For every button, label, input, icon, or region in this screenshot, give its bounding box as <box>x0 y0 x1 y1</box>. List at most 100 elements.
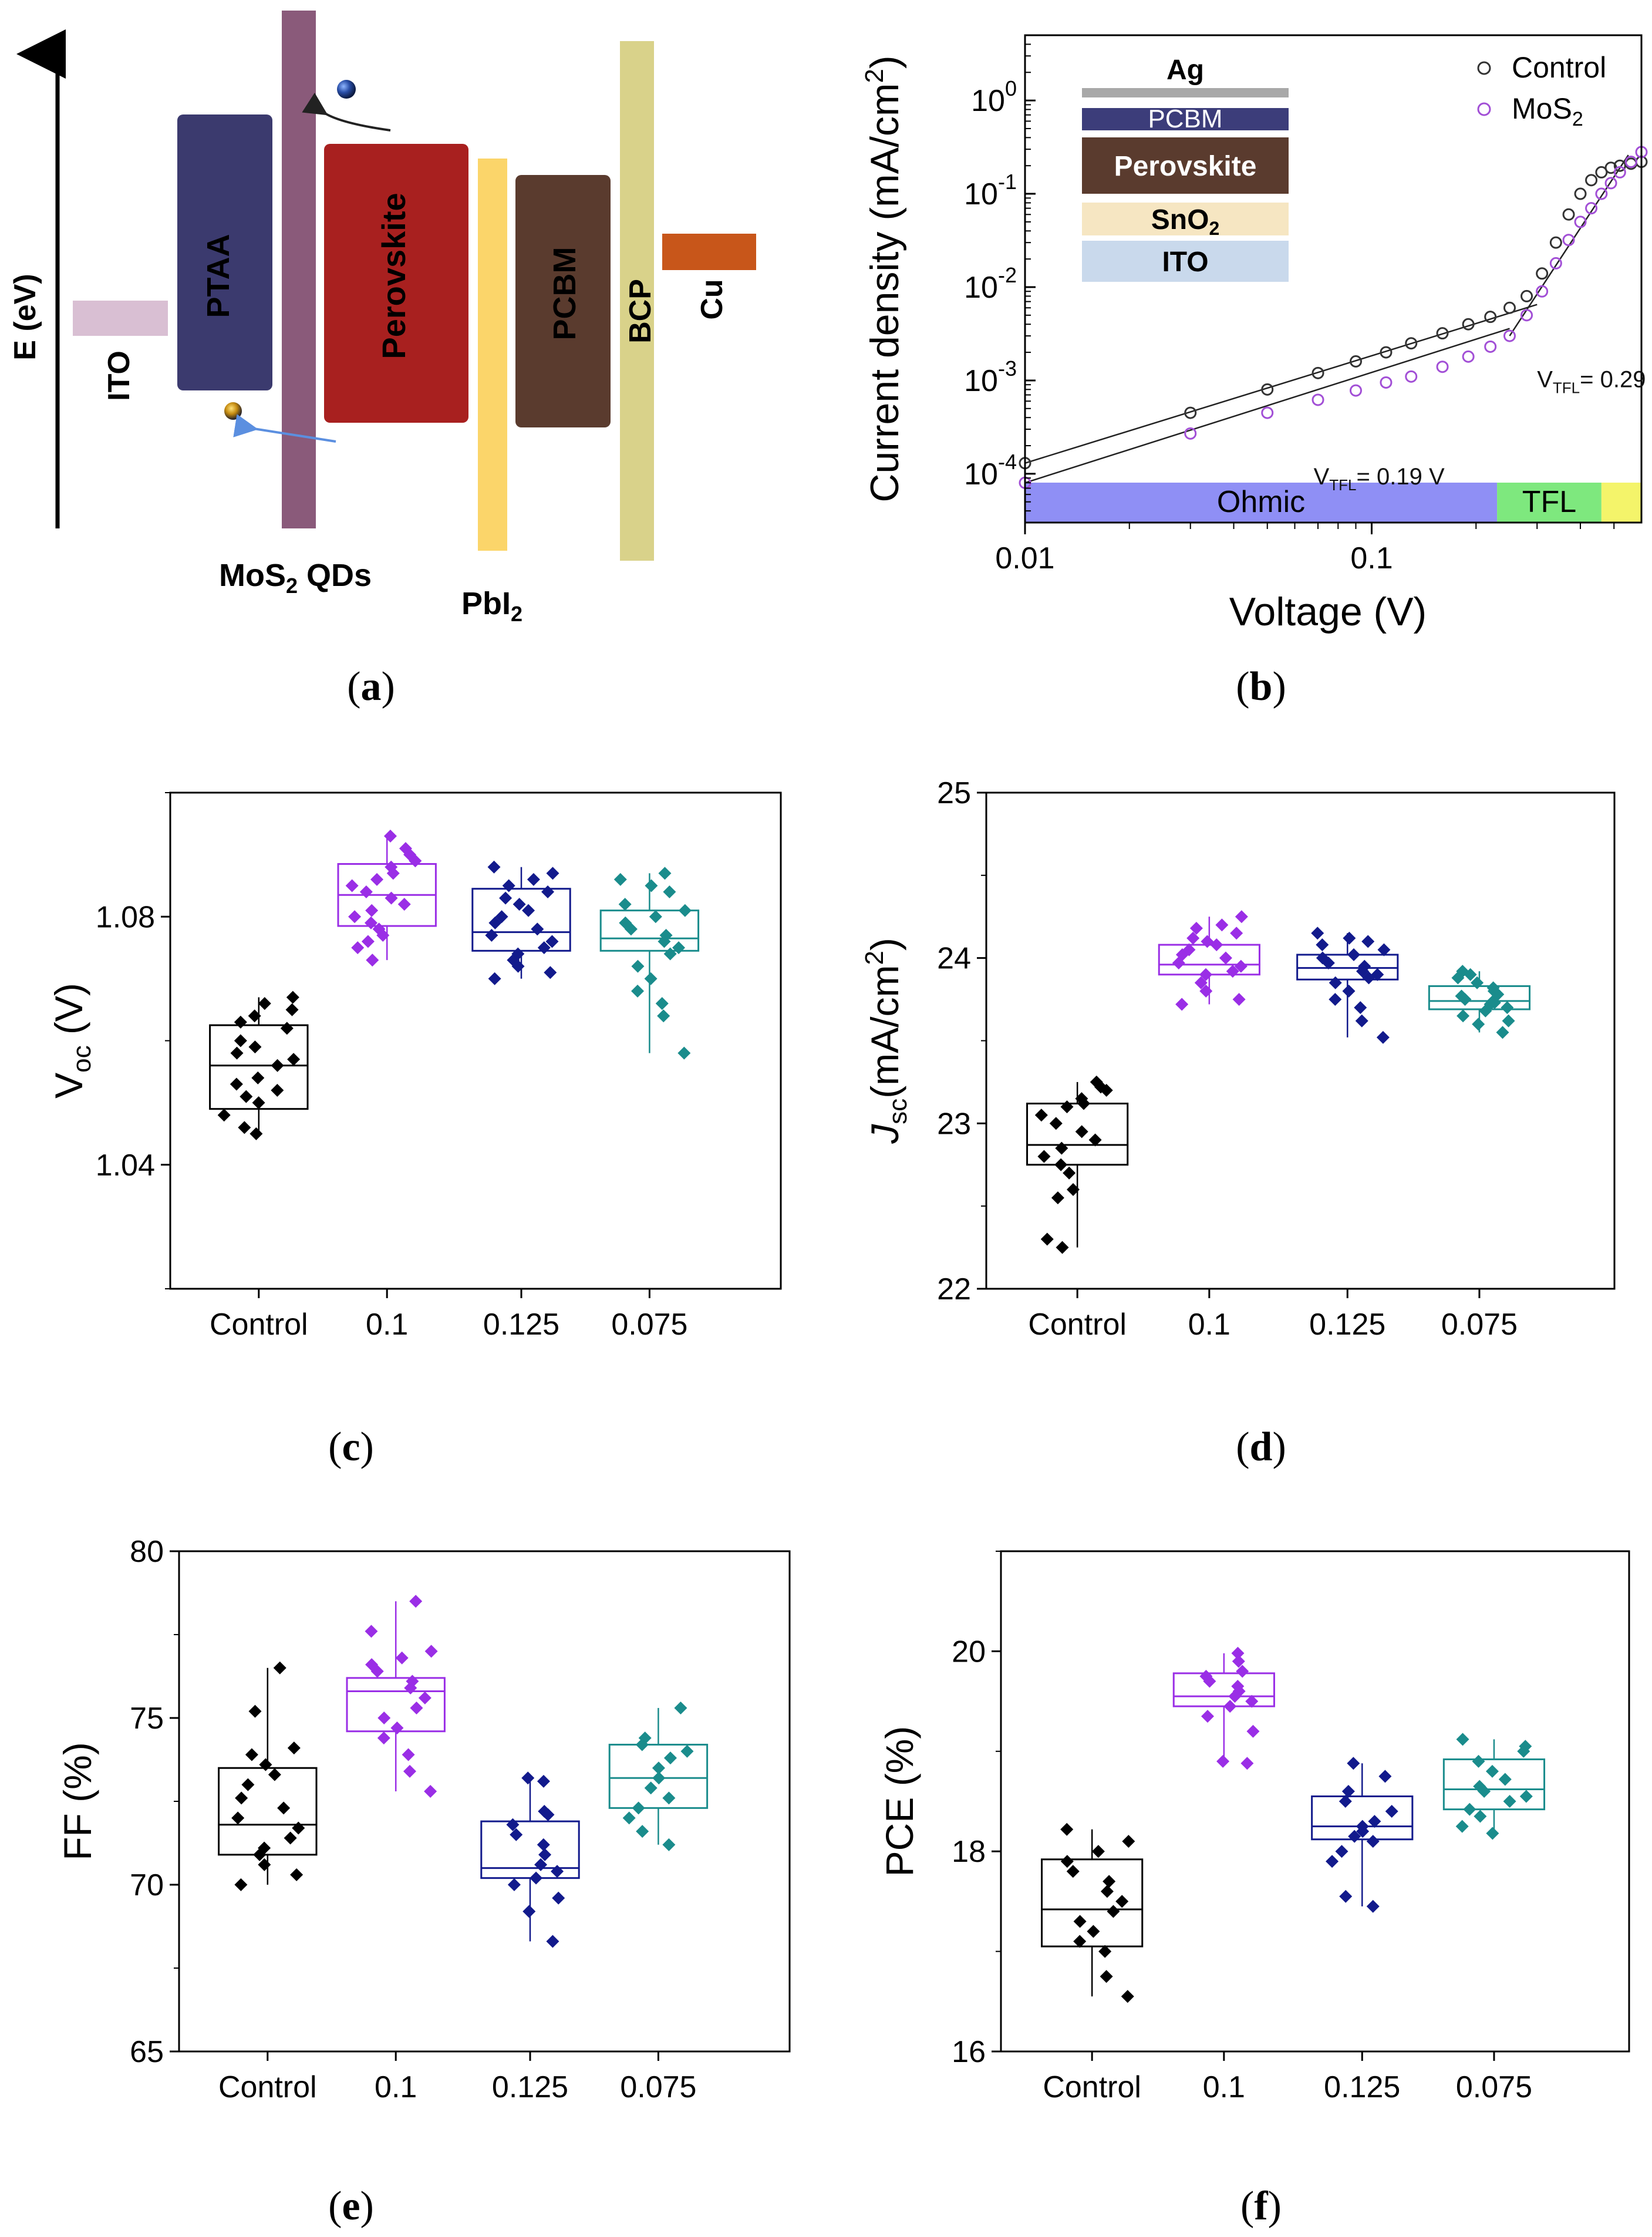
data-point-3-16 <box>645 879 658 892</box>
data-point-0-8 <box>277 1801 291 1815</box>
plot-frame <box>1000 1550 1630 2053</box>
sclc-point-1-16 <box>1585 202 1598 215</box>
sclc-xtick-label-0: 0.01 <box>995 541 1054 575</box>
data-point-2-15 <box>1361 935 1375 948</box>
sclc-x-axis-label: Voltage (V) <box>1229 589 1427 634</box>
data-point-3-1 <box>1455 1820 1469 1833</box>
sclc-annotations: VTFL= 0.29 V VTFL= 0.19 V <box>1314 366 1652 494</box>
inset-layer-0 <box>1082 88 1289 97</box>
data-point-0-17 <box>1090 1075 1103 1089</box>
ytick-label-0: 65 <box>130 2035 164 2069</box>
data-point-3-9 <box>1485 1764 1499 1778</box>
data-point-0-7 <box>231 1811 245 1825</box>
ytick-label-2: 75 <box>130 1702 164 1736</box>
ytick-label-3: 25 <box>937 776 971 810</box>
category-label-0: Control <box>1043 2070 1141 2104</box>
data-point-3-2 <box>1502 1014 1515 1027</box>
electron-path-arrow <box>302 92 391 132</box>
data-point-2-4 <box>511 947 525 961</box>
data-point-0-18 <box>286 991 299 1004</box>
data-point-2-1 <box>522 1905 536 1918</box>
data-point-2-7 <box>1371 968 1384 981</box>
data-point-2-11 <box>1341 1784 1355 1798</box>
data-point-2-5 <box>551 1865 564 1878</box>
data-point-2-11 <box>1316 951 1329 965</box>
data-point-3-1 <box>657 1009 670 1023</box>
data-point-2-14 <box>1316 938 1329 952</box>
data-point-2-16 <box>527 872 540 886</box>
plot-frame <box>178 1550 791 2053</box>
data-point-2-1 <box>1339 1889 1353 1903</box>
data-point-0-5 <box>271 1084 284 1097</box>
caption-f: (f) <box>1240 2184 1282 2229</box>
sclc-point-1-15 <box>1574 215 1587 228</box>
data-point-1-0 <box>1240 1757 1254 1770</box>
data-point-3-18 <box>658 867 672 880</box>
data-point-0-14 <box>234 1015 247 1029</box>
data-point-3-12 <box>674 1701 687 1714</box>
inset-layer-1 <box>1082 108 1289 130</box>
data-point-0-11 <box>248 1040 262 1054</box>
data-point-2-13 <box>1377 943 1391 956</box>
data-point-3-3 <box>1463 1803 1476 1816</box>
data-point-2-6 <box>545 935 559 948</box>
data-point-2-3 <box>1329 993 1342 1006</box>
data-point-0-12 <box>234 1034 247 1047</box>
data-point-0-4 <box>258 1841 271 1855</box>
y-axis-label: FF (%) <box>56 1742 99 1861</box>
vtfl-annotation-1: VTFL= 0.19 V <box>1314 464 1445 494</box>
caption-c: (c) <box>328 1424 374 1470</box>
data-point-3-13 <box>1456 1733 1469 1746</box>
ytick-label-2: 20 <box>952 1635 986 1669</box>
data-point-2-14 <box>521 1771 535 1785</box>
data-point-3-7 <box>1473 1780 1486 1793</box>
region-band-1 <box>1497 483 1602 523</box>
data-point-1-16 <box>1215 918 1229 932</box>
data-point-0-1 <box>290 1868 304 1881</box>
data-point-2-9 <box>1385 1805 1398 1818</box>
sclc-regions: Ohmic TFL <box>1025 483 1641 523</box>
data-point-1-0 <box>424 1784 437 1798</box>
data-point-2-4 <box>530 1871 543 1885</box>
data-point-1-7 <box>418 1691 431 1704</box>
bcp-label: BCP <box>623 279 658 343</box>
data-point-3-0 <box>677 1046 691 1060</box>
sclc-point-0-11 <box>1520 289 1533 302</box>
data-point-3-14 <box>618 898 632 911</box>
data-point-1-0 <box>366 954 379 967</box>
data-point-3-4 <box>644 972 658 985</box>
box-1 <box>1172 1672 1275 1707</box>
ytick-label-1: 23 <box>937 1107 971 1141</box>
sclc-point-1-19 <box>1613 166 1626 178</box>
sclc-point-1-20 <box>1624 156 1637 169</box>
data-point-0-15 <box>248 1704 262 1718</box>
ytick-label-1: 18 <box>952 1835 986 1869</box>
data-point-0-14 <box>287 1741 301 1755</box>
sclc-point-1-6 <box>1405 370 1418 383</box>
data-point-2-13 <box>1347 1757 1360 1770</box>
data-point-1-8 <box>1231 1680 1245 1693</box>
data-point-0-3 <box>1067 1183 1080 1196</box>
data-point-1-10 <box>359 885 373 898</box>
data-point-1-17 <box>1235 910 1248 924</box>
data-point-1-3 <box>377 1731 390 1745</box>
data-point-2-0 <box>488 972 501 985</box>
pcbm-label: PCBM <box>547 247 582 341</box>
category-label-3: 0.075 <box>620 2070 696 2104</box>
data-point-0-16 <box>273 1661 286 1675</box>
data-point-2-0 <box>546 1935 559 1948</box>
data-point-2-0 <box>1376 1030 1390 1044</box>
data-point-1-5 <box>377 1712 391 1724</box>
data-point-0-17 <box>258 997 271 1010</box>
data-point-1-5 <box>1245 1694 1259 1708</box>
y-axis-label: PCE (%) <box>878 1726 921 1877</box>
sclc-point-1-2 <box>1261 406 1274 419</box>
sclc-point-1-1 <box>1184 427 1197 440</box>
data-point-0-5 <box>284 1831 297 1845</box>
data-point-2-7 <box>485 928 498 942</box>
fit-line-0 <box>1024 304 1538 464</box>
data-point-0-16 <box>285 1003 299 1016</box>
data-point-3-5 <box>1519 1790 1533 1803</box>
data-point-3-17 <box>1456 965 1469 978</box>
sclc-legend: Control MoS2 <box>1477 51 1606 130</box>
